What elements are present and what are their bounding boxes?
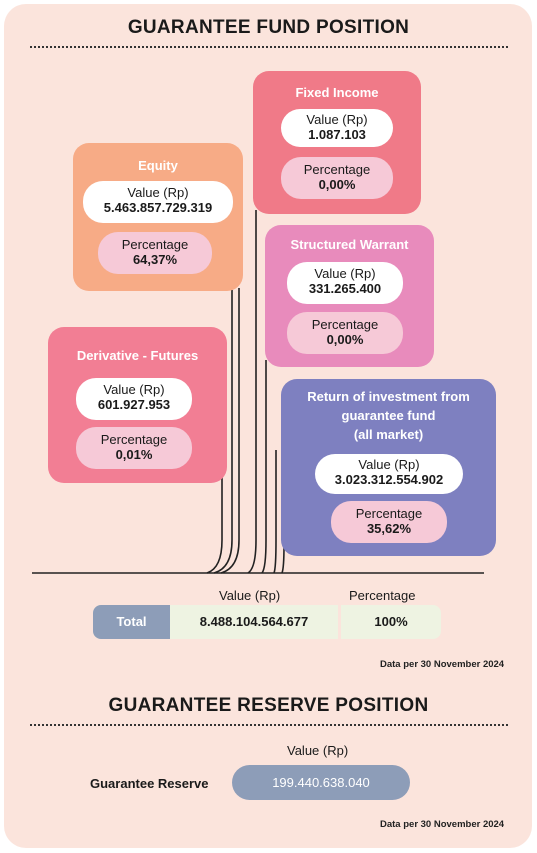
return-investment-title-3: (all market) bbox=[353, 427, 424, 442]
fund-title: GUARANTEE FUND POSITION bbox=[127, 17, 410, 38]
structured-warrant-value-label: Value (Rp) bbox=[314, 266, 376, 281]
branch-return-a bbox=[273, 450, 277, 574]
equity-value: 5.463.857.729.319 bbox=[103, 200, 213, 215]
fixed-income-card: Fixed Income Value (Rp) 1.087.103 Percen… bbox=[253, 71, 421, 214]
return-investment-title-1: Return of investment from bbox=[307, 389, 470, 404]
derivative-value-pill: Value (Rp) 601.927.953 bbox=[76, 378, 192, 420]
derivative-pct-label: Percentage bbox=[100, 432, 168, 447]
branch-equity-b bbox=[220, 288, 240, 574]
fixed-income-value-pill: Value (Rp) 1.087.103 bbox=[281, 109, 393, 147]
reserve-value-pill: 199.440.638.040 bbox=[232, 765, 410, 800]
return-investment-card: Return of investment from guarantee fund… bbox=[281, 379, 496, 556]
fixed-income-value-label: Value (Rp) bbox=[306, 112, 368, 127]
total-divider bbox=[338, 605, 341, 639]
equity-pct: 64,37% bbox=[132, 252, 178, 267]
structured-warrant-value: 331.265.400 bbox=[308, 281, 382, 296]
derivative-title: Derivative - Futures bbox=[76, 348, 199, 363]
fixed-income-value: 1.087.103 bbox=[308, 127, 366, 142]
fixed-income-pct: 0,00% bbox=[318, 177, 356, 192]
total-pct: 100% bbox=[374, 614, 408, 629]
equity-card: Equity Value (Rp) 5.463.857.729.319 Perc… bbox=[73, 143, 243, 291]
return-investment-value-label: Value (Rp) bbox=[358, 457, 420, 472]
structured-warrant-pct-label: Percentage bbox=[311, 317, 379, 332]
total-value-header: Value (Rp) bbox=[219, 588, 281, 603]
return-investment-pct-pill: Percentage 35,62% bbox=[331, 501, 447, 543]
structured-warrant-title: Structured Warrant bbox=[290, 237, 409, 252]
reserve-value-header: Value (Rp) bbox=[287, 743, 349, 758]
branch-fixed-income bbox=[247, 210, 257, 574]
equity-pct-label: Percentage bbox=[121, 237, 189, 252]
reserve-date-note: Data per 30 November 2024 bbox=[380, 819, 505, 830]
branch-equity-a bbox=[213, 290, 233, 574]
structured-warrant-card: Structured Warrant Value (Rp) 331.265.40… bbox=[265, 225, 434, 367]
return-investment-title-2: guarantee fund bbox=[341, 408, 436, 423]
structured-warrant-pct: 0,00% bbox=[326, 332, 364, 347]
derivative-card: Derivative - Futures Value (Rp) 601.927.… bbox=[48, 327, 227, 483]
fund-title-divider bbox=[30, 46, 508, 48]
reserve-label: Guarantee Reserve bbox=[90, 776, 209, 791]
return-investment-value-pill: Value (Rp) 3.023.312.554.902 bbox=[315, 454, 463, 494]
total-pct-header: Percentage bbox=[349, 588, 416, 603]
derivative-value: 601.927.953 bbox=[97, 397, 171, 412]
return-investment-pct: 35,62% bbox=[366, 521, 412, 536]
equity-title: Equity bbox=[138, 158, 178, 173]
equity-value-pill: Value (Rp) 5.463.857.729.319 bbox=[83, 181, 233, 223]
total-label: Total bbox=[93, 605, 170, 639]
derivative-pct-pill: Percentage 0,01% bbox=[76, 427, 192, 469]
fund-date-note: Data per 30 November 2024 bbox=[380, 659, 505, 670]
fixed-income-pct-pill: Percentage 0,00% bbox=[281, 157, 393, 199]
equity-value-label: Value (Rp) bbox=[127, 185, 189, 200]
branch-structured-warrant bbox=[261, 360, 267, 574]
fixed-income-pct-label: Percentage bbox=[303, 162, 371, 177]
branch-derivative bbox=[206, 460, 223, 574]
reserve-title: GUARANTEE RESERVE POSITION bbox=[108, 695, 429, 716]
derivative-value-label: Value (Rp) bbox=[103, 382, 165, 397]
return-investment-pct-label: Percentage bbox=[355, 506, 423, 521]
return-investment-value: 3.023.312.554.902 bbox=[334, 472, 444, 487]
derivative-pct: 0,01% bbox=[115, 447, 153, 462]
total-value: 8.488.104.564.677 bbox=[199, 614, 309, 629]
reserve-title-divider bbox=[30, 724, 508, 726]
total-row: Total 8.488.104.564.677 100% bbox=[93, 605, 441, 639]
fixed-income-title: Fixed Income bbox=[295, 85, 379, 100]
equity-pct-pill: Percentage 64,37% bbox=[98, 232, 212, 274]
structured-warrant-pct-pill: Percentage 0,00% bbox=[287, 312, 403, 354]
structured-warrant-value-pill: Value (Rp) 331.265.400 bbox=[287, 262, 403, 304]
